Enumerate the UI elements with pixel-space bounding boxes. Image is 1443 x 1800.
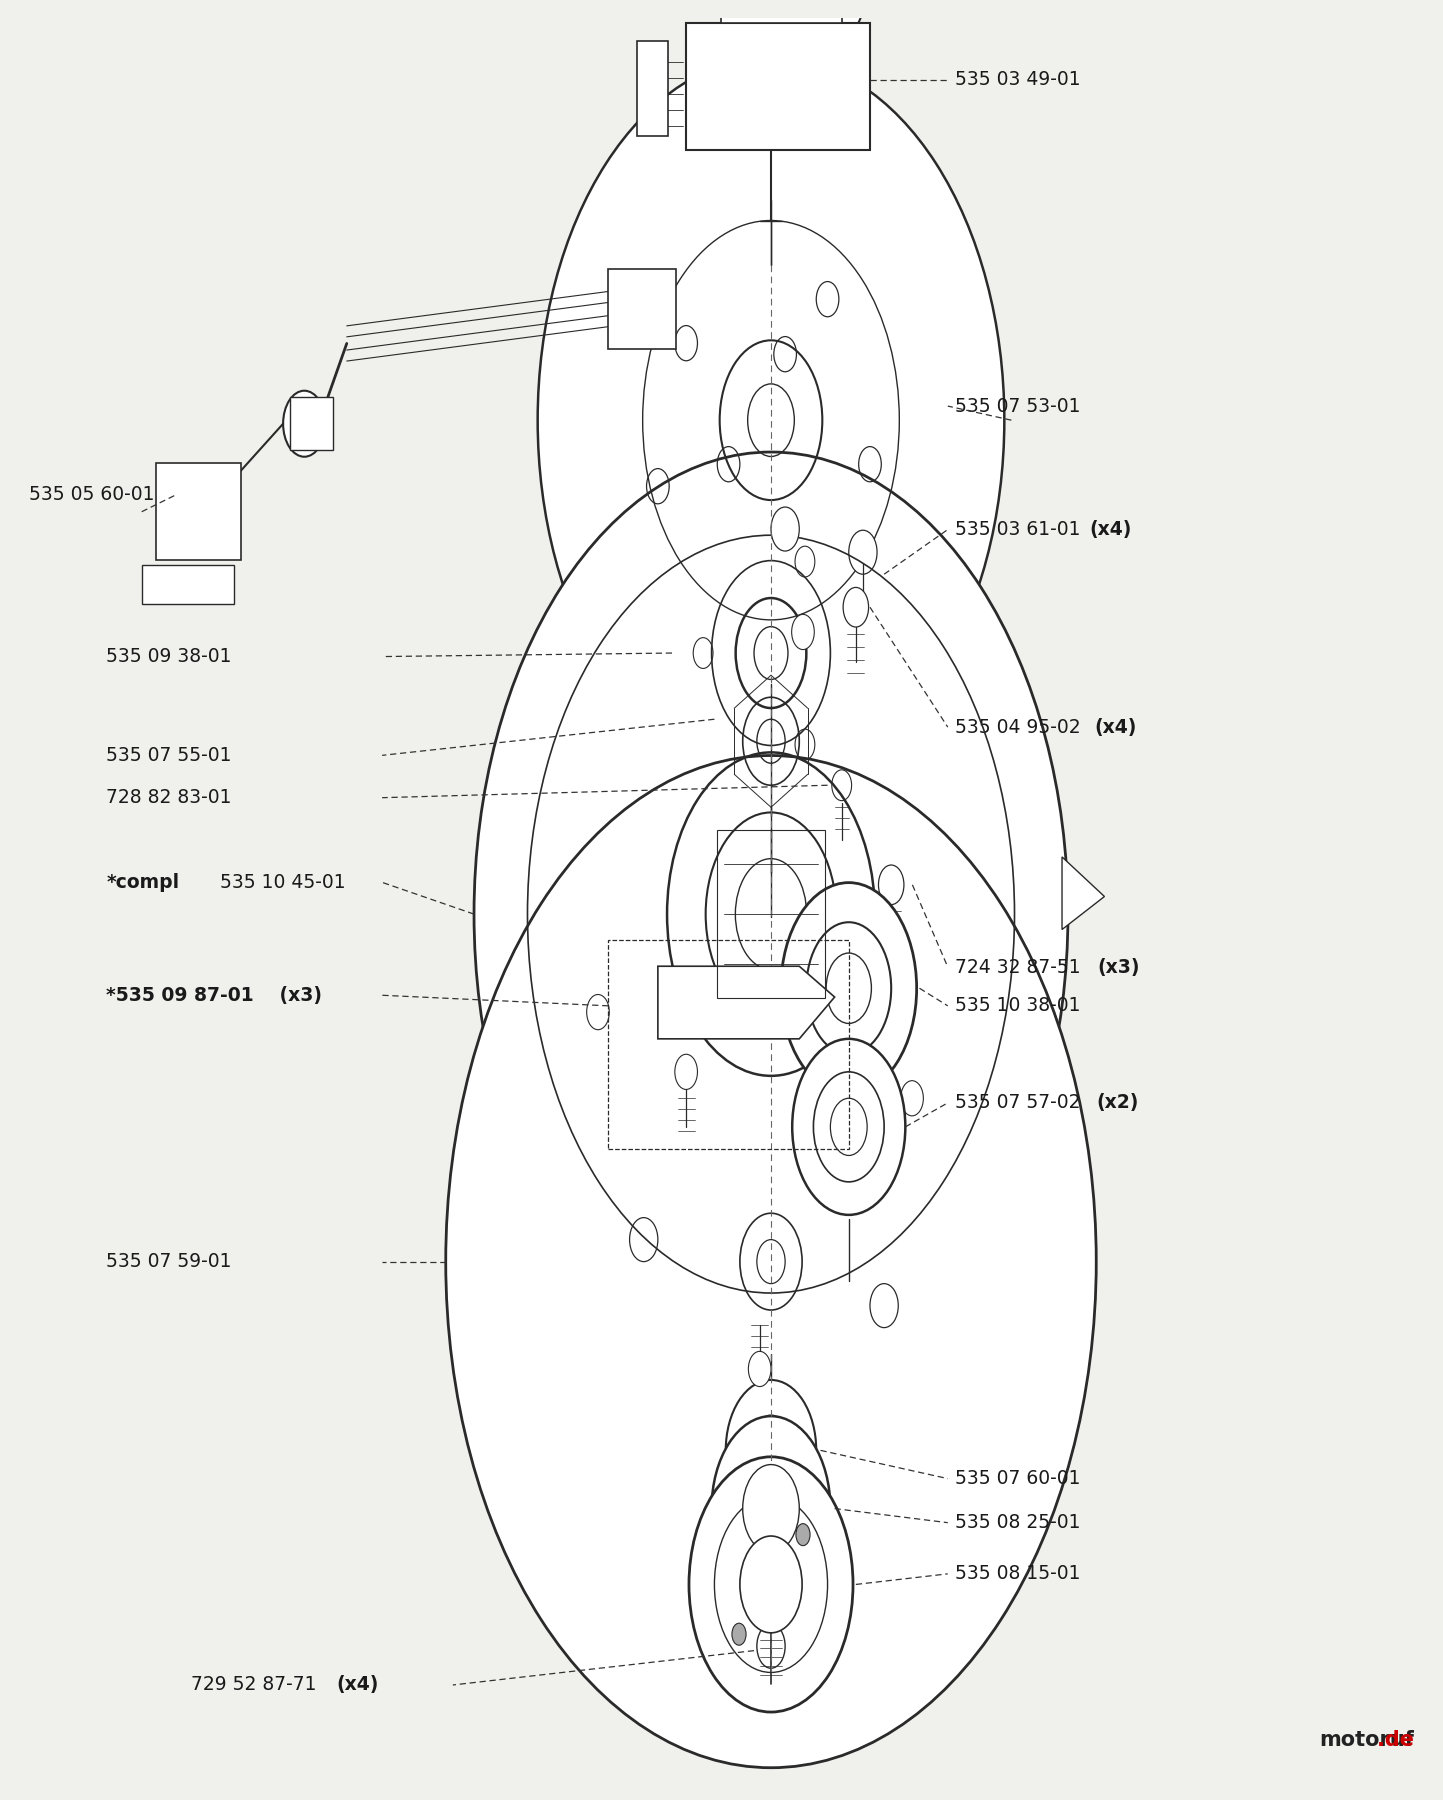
Text: (x4): (x4) xyxy=(1095,718,1137,736)
Text: 535 07 55-01: 535 07 55-01 xyxy=(107,745,232,765)
Text: 535 08 15-01: 535 08 15-01 xyxy=(955,1564,1081,1584)
Ellipse shape xyxy=(804,0,866,40)
Ellipse shape xyxy=(688,1456,853,1712)
Ellipse shape xyxy=(879,866,903,905)
Ellipse shape xyxy=(807,922,892,1055)
Ellipse shape xyxy=(749,1352,771,1386)
Ellipse shape xyxy=(473,452,1068,1377)
Ellipse shape xyxy=(792,614,814,650)
Text: 724 32 87-51: 724 32 87-51 xyxy=(955,958,1087,977)
Ellipse shape xyxy=(587,994,609,1030)
Bar xyxy=(636,41,668,137)
Ellipse shape xyxy=(781,882,916,1094)
Ellipse shape xyxy=(771,508,799,551)
Bar xyxy=(156,463,241,560)
Text: 535 07 57-02: 535 07 57-02 xyxy=(955,1093,1087,1112)
Ellipse shape xyxy=(848,531,877,574)
Ellipse shape xyxy=(283,391,326,457)
Text: (x2): (x2) xyxy=(1097,1093,1139,1112)
Bar xyxy=(141,565,234,605)
Ellipse shape xyxy=(740,1535,802,1633)
Ellipse shape xyxy=(821,0,848,14)
Text: 728 82 83-01: 728 82 83-01 xyxy=(107,788,232,806)
Text: 535 05 60-01: 535 05 60-01 xyxy=(29,484,154,504)
Ellipse shape xyxy=(756,1624,785,1669)
Text: .de: .de xyxy=(1319,1730,1414,1750)
Bar xyxy=(722,0,841,23)
Text: *535 09 87-01: *535 09 87-01 xyxy=(107,986,254,1004)
Ellipse shape xyxy=(446,756,1097,1768)
Text: 729 52 87-71: 729 52 87-71 xyxy=(190,1676,323,1694)
Text: (x3): (x3) xyxy=(1098,958,1140,977)
Ellipse shape xyxy=(538,58,1004,783)
Text: 535 03 49-01: 535 03 49-01 xyxy=(955,70,1081,90)
Text: (x4): (x4) xyxy=(1089,520,1131,538)
Text: 535 10 45-01: 535 10 45-01 xyxy=(214,873,345,891)
Text: 535 03 61-01: 535 03 61-01 xyxy=(955,520,1087,538)
Bar xyxy=(290,398,332,450)
Ellipse shape xyxy=(831,770,851,801)
Ellipse shape xyxy=(900,1080,924,1116)
Text: 535 07 60-01: 535 07 60-01 xyxy=(955,1469,1081,1489)
Ellipse shape xyxy=(675,1055,697,1089)
Ellipse shape xyxy=(797,1523,810,1546)
Text: (x3): (x3) xyxy=(273,986,322,1004)
Text: (x4): (x4) xyxy=(336,1676,380,1694)
Ellipse shape xyxy=(743,1465,799,1553)
Text: 535 08 25-01: 535 08 25-01 xyxy=(955,1514,1081,1532)
Ellipse shape xyxy=(717,657,825,824)
Ellipse shape xyxy=(843,587,869,626)
Text: *compl: *compl xyxy=(107,873,179,891)
Polygon shape xyxy=(658,967,834,1039)
Text: 535 04 95-02: 535 04 95-02 xyxy=(955,718,1087,736)
Text: 535 07 53-01: 535 07 53-01 xyxy=(955,396,1081,416)
Ellipse shape xyxy=(675,504,867,803)
Polygon shape xyxy=(1062,857,1104,929)
Ellipse shape xyxy=(792,1039,905,1215)
Text: motoruf: motoruf xyxy=(1319,1730,1414,1750)
Ellipse shape xyxy=(714,1496,828,1672)
Text: 535 09 38-01: 535 09 38-01 xyxy=(107,646,232,666)
Text: 535 10 38-01: 535 10 38-01 xyxy=(955,997,1081,1015)
Bar xyxy=(609,270,677,349)
Ellipse shape xyxy=(732,1624,746,1645)
Ellipse shape xyxy=(711,1417,830,1600)
Text: 535 07 59-01: 535 07 59-01 xyxy=(107,1253,232,1271)
Bar xyxy=(717,830,825,997)
Ellipse shape xyxy=(726,1381,817,1521)
Bar xyxy=(687,23,870,151)
Bar xyxy=(609,940,848,1148)
Ellipse shape xyxy=(814,1071,885,1183)
